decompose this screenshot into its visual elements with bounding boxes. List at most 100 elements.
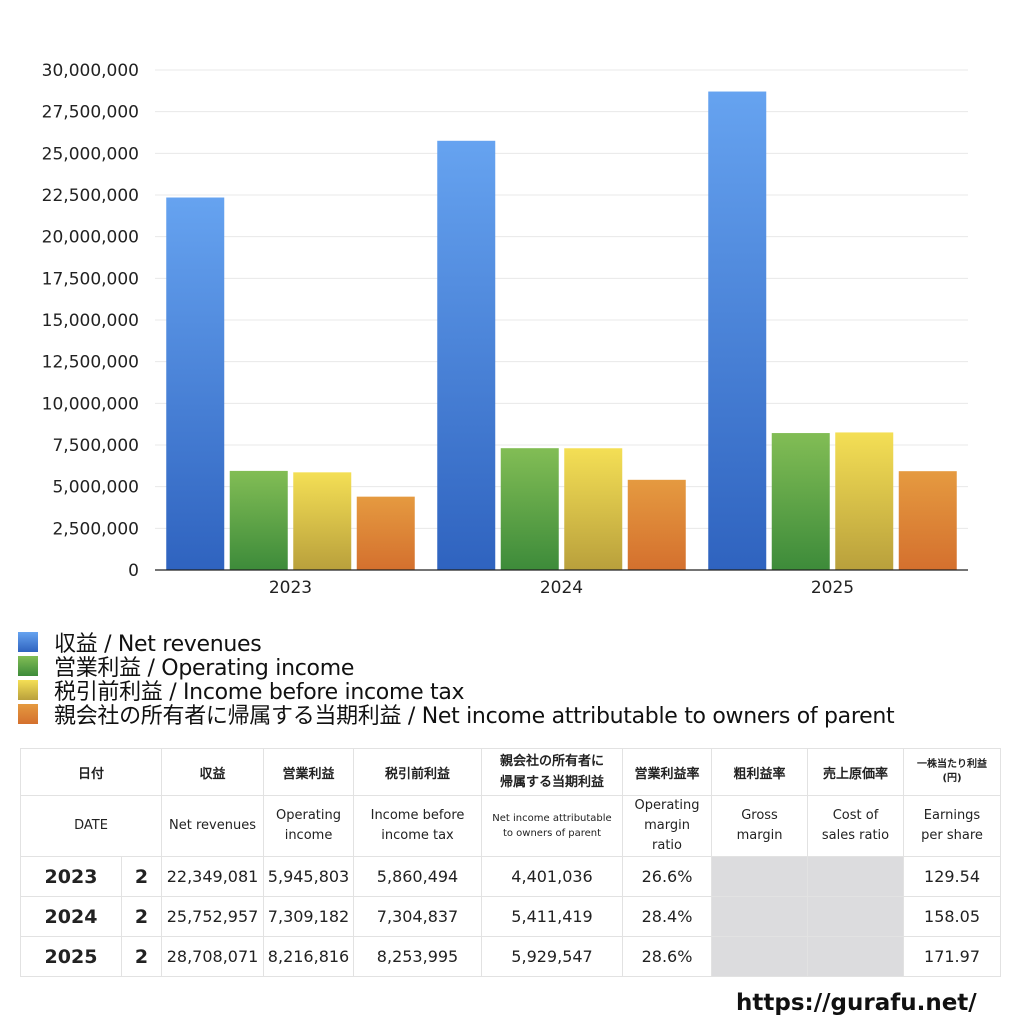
cell-before-tax: 8,253,995 xyxy=(353,936,483,977)
cell-gross xyxy=(711,856,809,897)
table-row: 2025 2 28,708,071 8,216,816 8,253,995 5,… xyxy=(20,936,1002,977)
header-op-margin-jp: 営業利益率 xyxy=(622,748,713,796)
legend-label: 親会社の所有者に帰属する当期利益 / Net income attributab… xyxy=(54,704,895,729)
cell-eps: 171.97 xyxy=(903,936,1002,977)
header-text: Operating xyxy=(634,798,700,813)
header-text: Gross xyxy=(741,808,778,823)
header-eps-jp-line1: 一株当たり利益 xyxy=(917,759,988,770)
financial-table: 日付 収益 営業利益 税引前利益 親会社の所有者に 帰属する当期利益 営業利益率… xyxy=(19,748,1002,977)
header-date-en: DATE xyxy=(19,795,163,857)
legend-swatch xyxy=(18,656,38,676)
y-tick-label: 30,000,000 xyxy=(42,61,139,81)
cell-op-margin: 28.4% xyxy=(622,896,713,937)
header-op-margin-en: Operating margin ratio xyxy=(622,795,713,857)
legend-label: 営業利益 / Operating income xyxy=(54,656,355,681)
bar-2025-series-2 xyxy=(835,432,894,570)
legend-item-net-revenues: 収益 / Net revenues xyxy=(18,630,894,657)
legend: 収益 / Net revenues 営業利益 / Operating incom… xyxy=(18,630,895,729)
y-tick-label: 15,000,000 xyxy=(42,311,139,331)
cell-before-tax: 5,860,494 xyxy=(353,856,483,897)
y-tick-label: 20,000,000 xyxy=(42,228,139,248)
header-eps-jp: 一株当たり利益 (円) xyxy=(903,748,1002,796)
header-text: Operating xyxy=(276,808,342,823)
header-text: ratio xyxy=(652,838,682,853)
header-text: per share xyxy=(921,828,983,843)
table-row: 2023 2 22,349,081 5,945,803 5,860,494 4,… xyxy=(20,856,1002,897)
header-cost-en: Cost of sales ratio xyxy=(807,795,905,857)
header-text: margin xyxy=(736,828,783,843)
y-tick-label: 22,500,000 xyxy=(42,186,139,206)
header-text: Net income attributable xyxy=(492,813,612,824)
cell-quarter: 2 xyxy=(120,856,163,897)
header-operating-en: Operating income xyxy=(263,795,355,857)
header-parent-en: Net income attributable to owners of par… xyxy=(481,795,624,857)
gridlines xyxy=(155,69,968,529)
cell-cost xyxy=(807,856,905,897)
header-text: to owners of parent xyxy=(502,828,602,839)
x-axis-labels: 2023 2024 2025 xyxy=(269,578,854,598)
cell-revenues: 25,752,957 xyxy=(161,896,265,937)
legend-swatch xyxy=(18,704,38,724)
bar-2023-series-2 xyxy=(293,472,352,570)
cell-op-margin: 26.6% xyxy=(622,856,713,897)
cell-year: 2025 xyxy=(20,936,122,977)
y-tick-label: 25,000,000 xyxy=(42,144,139,164)
y-tick-label: 17,500,000 xyxy=(42,269,139,289)
bar-2023-series-0 xyxy=(166,197,225,570)
cell-parent: 4,401,036 xyxy=(481,856,624,897)
legend-label: 税引前利益 / Income before income tax xyxy=(54,680,465,705)
cell-revenues: 28,708,071 xyxy=(161,936,265,977)
cell-parent: 5,929,547 xyxy=(481,936,624,977)
cell-operating: 5,945,803 xyxy=(263,856,355,897)
y-tick-label: 0 xyxy=(128,561,139,581)
cell-revenues: 22,349,081 xyxy=(161,856,265,897)
header-revenues-en: Net revenues xyxy=(161,795,265,857)
cell-gross xyxy=(711,896,809,937)
cell-eps: 158.05 xyxy=(903,896,1002,937)
y-tick-label: 12,500,000 xyxy=(42,353,139,373)
header-text: margin xyxy=(644,818,690,833)
bar-2023-series-1 xyxy=(229,470,288,570)
header-gross-en: Gross margin xyxy=(711,795,809,857)
header-parent-jp-line2: 帰属する当期利益 xyxy=(500,775,605,790)
cell-cost xyxy=(807,896,905,937)
cell-operating: 8,216,816 xyxy=(263,936,355,977)
y-tick-label: 27,500,000 xyxy=(42,103,139,123)
header-revenues-jp: 収益 xyxy=(161,748,265,796)
header-parent-jp: 親会社の所有者に 帰属する当期利益 xyxy=(481,748,624,796)
y-axis-ticks: 0 2,500,000 5,000,000 7,500,000 10,000,000 12… xyxy=(42,61,139,581)
bar-2024-series-1 xyxy=(500,448,559,570)
header-text: Earnings xyxy=(923,808,981,823)
header-text: sales ratio xyxy=(821,828,890,843)
legend-item-operating-income: 営業利益 / Operating income xyxy=(18,654,894,681)
cell-before-tax: 7,304,837 xyxy=(353,896,483,937)
legend-item-income-before-tax: 税引前利益 / Income before income tax xyxy=(18,678,894,705)
legend-label: 収益 / Net revenues xyxy=(54,632,262,657)
header-row-jp: 日付 収益 営業利益 税引前利益 親会社の所有者に 帰属する当期利益 営業利益率… xyxy=(19,748,1002,796)
y-tick-label: 10,000,000 xyxy=(42,394,139,414)
legend-swatch xyxy=(18,680,38,700)
bar-2025-series-3 xyxy=(898,471,957,570)
cell-gross xyxy=(711,936,809,977)
legend-swatch xyxy=(18,632,38,652)
header-text: income xyxy=(284,828,333,843)
header-before-tax-en: Income before income tax xyxy=(353,795,483,857)
x-tick-label: 2025 xyxy=(811,578,854,598)
cell-op-margin: 28.6% xyxy=(622,936,713,977)
cell-quarter: 2 xyxy=(120,936,163,977)
cell-quarter: 2 xyxy=(120,896,163,937)
cell-operating: 7,309,182 xyxy=(263,896,355,937)
header-text: Income before xyxy=(370,808,465,823)
header-cost-jp: 売上原価率 xyxy=(807,748,905,796)
header-parent-jp-line1: 親会社の所有者に xyxy=(500,754,605,769)
y-tick-label: 2,500,000 xyxy=(52,519,139,539)
cell-cost xyxy=(807,936,905,977)
bar-2024-series-3 xyxy=(627,479,686,570)
header-operating-jp: 営業利益 xyxy=(263,748,355,796)
site-url[interactable]: https://gurafu.net/ xyxy=(736,990,977,1016)
bars xyxy=(166,91,957,570)
bar-2025-series-0 xyxy=(708,91,767,570)
x-tick-label: 2024 xyxy=(540,578,583,598)
bar-2025-series-1 xyxy=(771,433,830,570)
bar-chart: 0 2,500,000 5,000,000 7,500,000 10,000,000 12… xyxy=(42,61,968,598)
